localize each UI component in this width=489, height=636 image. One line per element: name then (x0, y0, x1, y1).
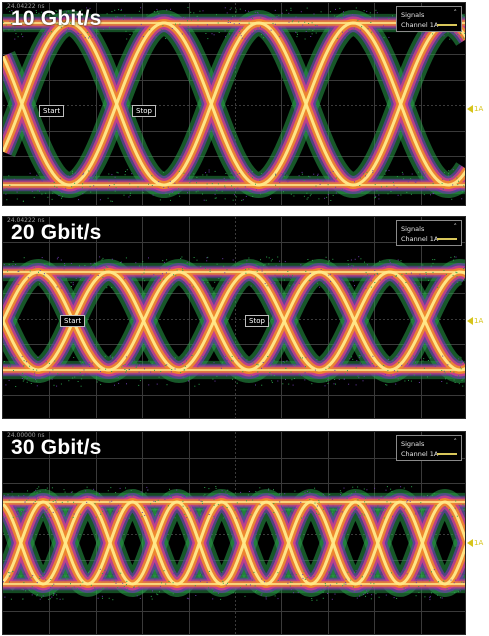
level-arrow-icon (467, 105, 473, 113)
collapse-chevron-icon[interactable]: ˄ (453, 223, 458, 231)
bitrate-label: 20 Gbit/s (11, 221, 102, 244)
eye-diagram-panel-30g: 24.00000 ns 30 Gbit/s Signals ˄ Channel … (2, 431, 466, 635)
time-readout: 24.00000 ns (7, 432, 45, 439)
eye-plot-20g (3, 217, 465, 418)
channel-level-tag[interactable]: 1A (467, 315, 489, 327)
channel-color-swatch (437, 238, 457, 240)
channel-level-tag[interactable]: 1A (467, 103, 489, 115)
channel-tag-label: 1A (474, 105, 484, 113)
collapse-chevron-icon[interactable]: ˄ (453, 9, 458, 17)
channel-tag-label: 1A (474, 317, 484, 325)
signals-legend[interactable]: Signals ˄ Channel 1A (396, 435, 462, 461)
eye-diagram-panel-10g: 24.04222 ns 10 Gbit/s Signals ˄ Channel … (2, 2, 466, 206)
eye-plot-30g (3, 432, 465, 634)
bitrate-label: 30 Gbit/s (11, 436, 102, 459)
channel-color-swatch (437, 453, 457, 455)
channel-color-swatch (437, 24, 457, 26)
time-readout: 24.04222 ns (7, 217, 45, 224)
collapse-chevron-icon[interactable]: ˄ (453, 438, 458, 446)
legend-channel: Channel 1A (401, 235, 439, 243)
bitrate-label: 10 Gbit/s (11, 7, 102, 30)
stop-marker[interactable]: Stop (245, 315, 269, 327)
legend-title: Signals (401, 440, 425, 448)
level-arrow-icon (467, 539, 473, 547)
signals-legend[interactable]: Signals ˄ Channel 1A (396, 6, 462, 32)
time-readout: 24.04222 ns (7, 3, 45, 10)
signals-legend[interactable]: Signals ˄ Channel 1A (396, 220, 462, 246)
legend-channel: Channel 1A (401, 21, 439, 29)
level-arrow-icon (467, 317, 473, 325)
start-marker[interactable]: Start (60, 315, 86, 327)
legend-title: Signals (401, 11, 425, 19)
stop-marker[interactable]: Stop (132, 105, 156, 117)
channel-tag-label: 1A (474, 539, 484, 547)
legend-channel: Channel 1A (401, 450, 439, 458)
eye-diagram-panel-20g: 24.04222 ns 20 Gbit/s Signals ˄ Channel … (2, 216, 466, 419)
channel-level-tag[interactable]: 1A (467, 537, 489, 549)
start-marker[interactable]: Start (39, 105, 65, 117)
eye-plot-10g (3, 3, 465, 205)
legend-title: Signals (401, 225, 425, 233)
